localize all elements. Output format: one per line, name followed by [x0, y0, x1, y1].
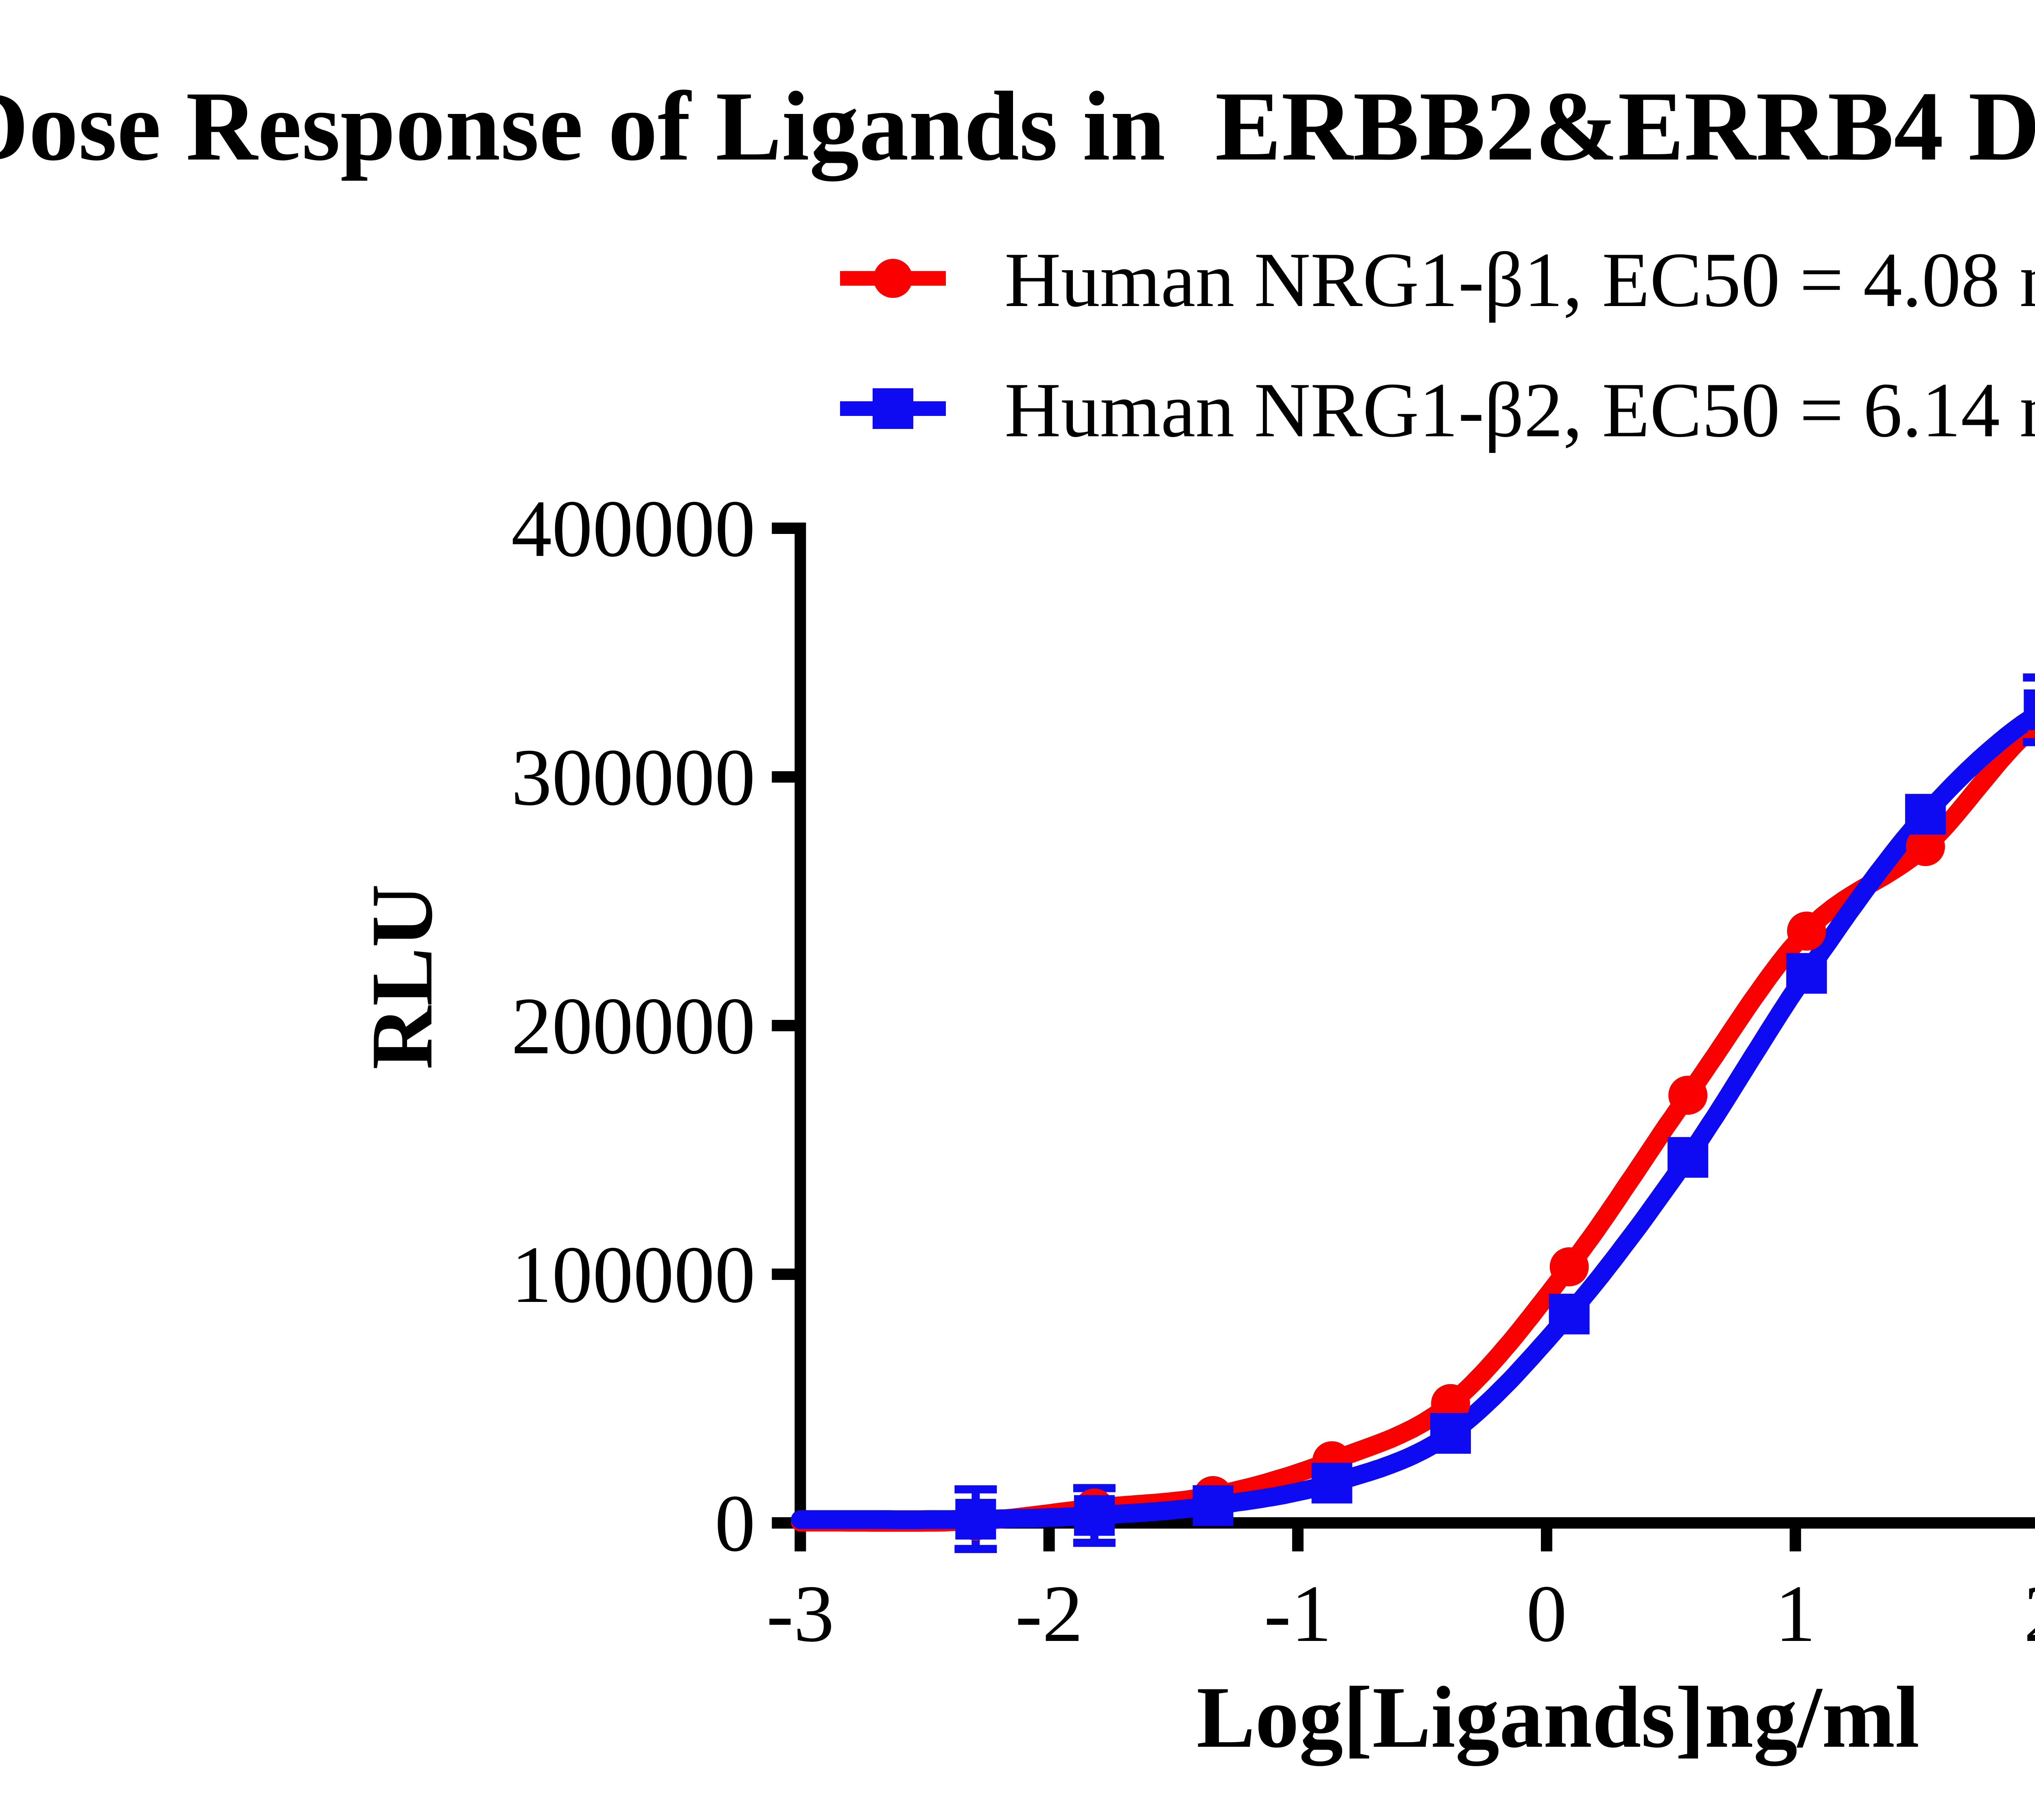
axis-spine — [794, 523, 2035, 1529]
legend-item-nrg1-b1: Human NRG1-β1, EC50 = 4.08 ng/ml — [840, 236, 2035, 323]
data-point-square-series-2 — [1193, 1485, 1234, 1526]
x-tick-label: -3 — [766, 1569, 834, 1659]
fit-curve-series-2 — [791, 704, 2035, 1529]
x-axis-label: Log[Ligands]ng/ml — [1197, 1669, 1919, 1766]
data-point-square-series-2 — [1549, 1293, 1590, 1334]
data-point-circle-series-1 — [1787, 911, 1826, 951]
y-tick-label: 100000 — [511, 1230, 755, 1320]
x-tick-label: 2 — [2024, 1569, 2035, 1659]
plot-series — [791, 673, 2035, 1553]
y-tick-label: 300000 — [511, 733, 755, 822]
y-tick-label: 400000 — [511, 484, 755, 574]
data-point-square-series-2 — [1667, 1137, 1709, 1178]
legend-square-marker-icon — [873, 388, 913, 429]
legend: Human NRG1-β1, EC50 = 4.08 ng/ml Human N… — [840, 236, 2035, 453]
data-point-square-series-2 — [955, 1498, 996, 1540]
y-tick-label: 200000 — [511, 981, 755, 1071]
data-point-circle-series-1 — [1906, 827, 1945, 866]
data-point-square-series-2 — [1786, 953, 1827, 994]
data-point-square-series-2 — [1074, 1495, 1115, 1536]
chart-title: Dose Response of Ligands in ERBB2&ERRB4 … — [0, 71, 2035, 182]
axes: -3-2-101230100000200000300000400000 — [511, 484, 2035, 1659]
data-point-circle-series-1 — [1668, 1076, 1708, 1115]
data-point-circle-series-1 — [1549, 1247, 1589, 1286]
x-tick-label: 0 — [1526, 1569, 1567, 1659]
data-point-square-series-2 — [2024, 689, 2035, 731]
x-tick-label: -2 — [1015, 1569, 1083, 1659]
data-point-square-series-2 — [1430, 1413, 1471, 1454]
fit-curve-series-1 — [791, 714, 2035, 1532]
legend-label-nrg1-b1: Human NRG1-β1, EC50 = 4.08 ng/ml — [1004, 236, 2035, 323]
legend-label-nrg1-b2: Human NRG1-β2, EC50 = 6.14 ng/ml — [1004, 367, 2035, 453]
y-tick-label: 0 — [715, 1479, 755, 1568]
x-tick-label: 1 — [1775, 1569, 1816, 1659]
data-point-square-series-2 — [1311, 1463, 1352, 1504]
data-point-square-series-2 — [1905, 794, 1946, 835]
legend-circle-marker-icon — [873, 259, 912, 298]
y-axis-label: RLU — [353, 884, 451, 1070]
legend-item-nrg1-b2: Human NRG1-β2, EC50 = 6.14 ng/ml — [840, 367, 2035, 453]
x-tick-label: -1 — [1264, 1569, 1332, 1659]
